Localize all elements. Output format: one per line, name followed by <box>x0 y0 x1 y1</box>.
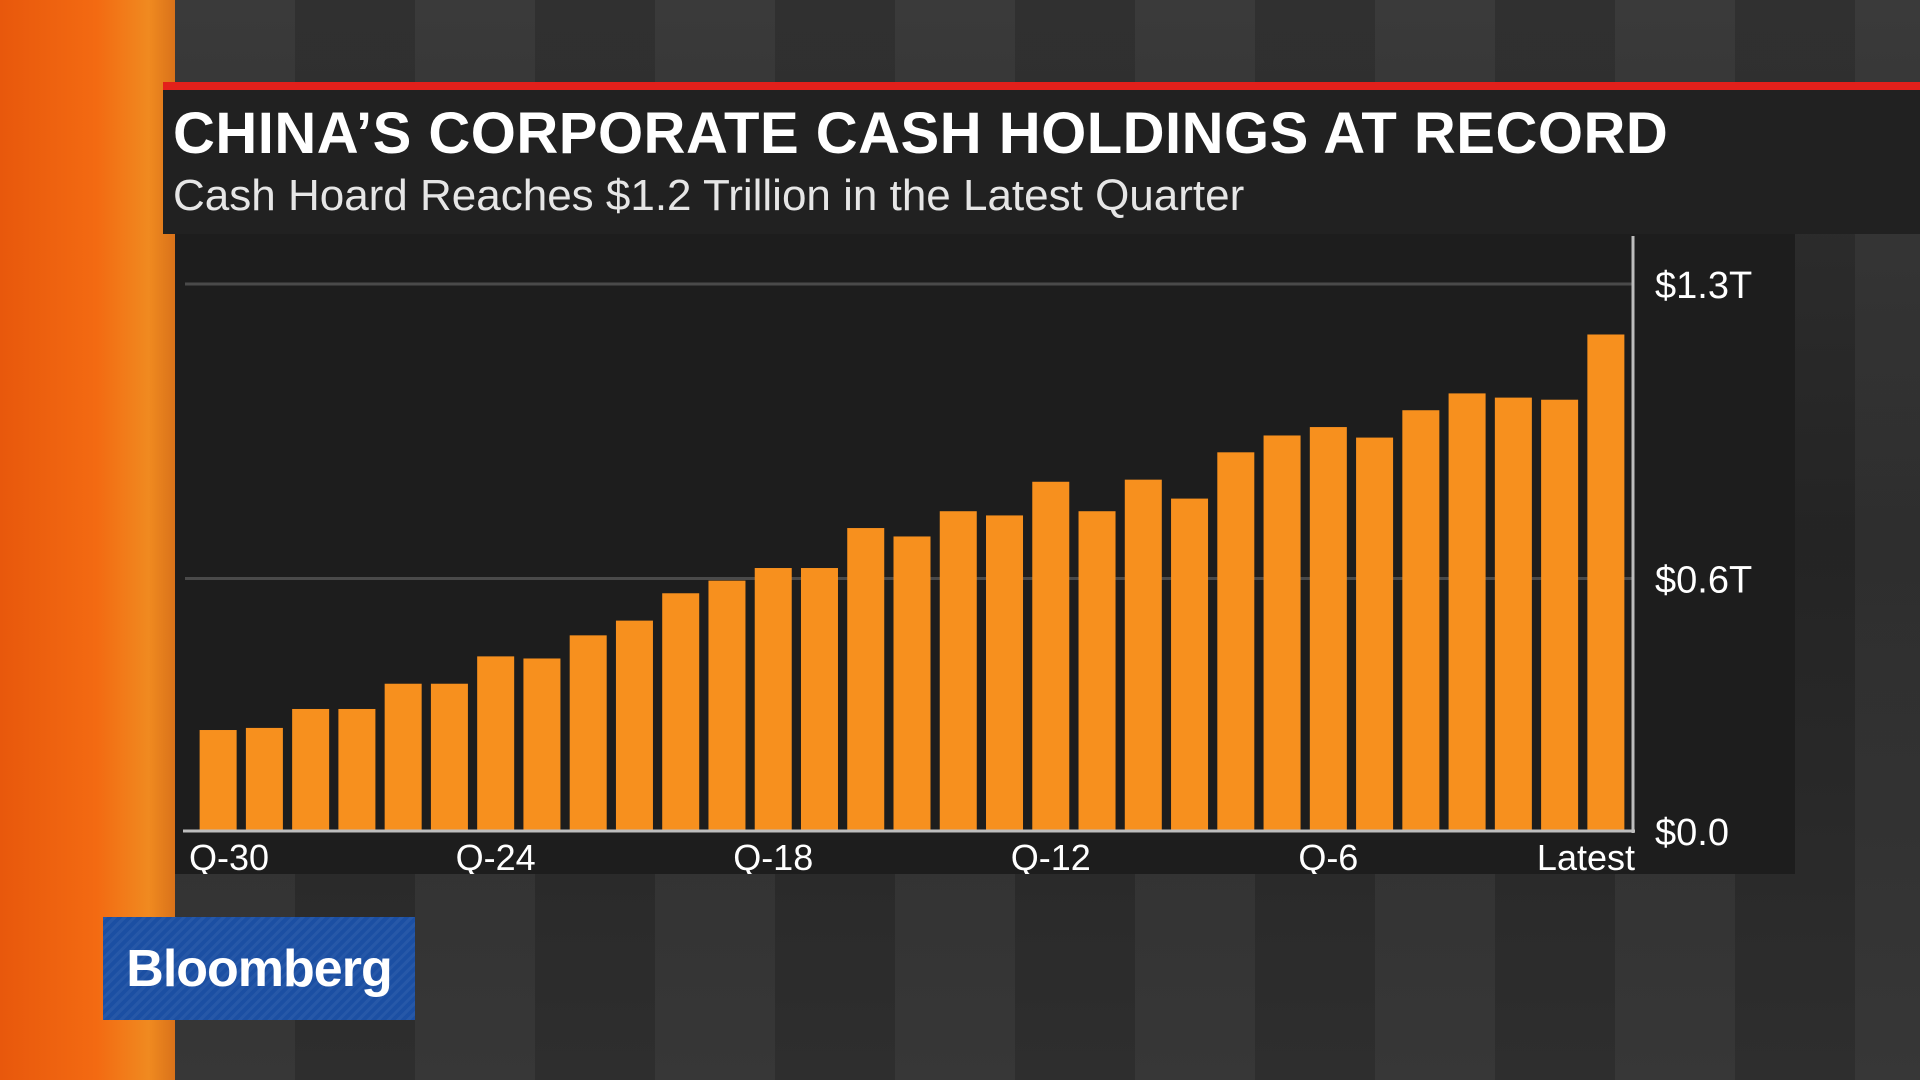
chart-subtitle: Cash Hoard Reaches $1.2 Trillion in the … <box>173 171 1245 220</box>
bar <box>1402 410 1440 831</box>
bar <box>384 683 422 831</box>
logo-text: Bloomberg <box>126 939 392 998</box>
x-tick-label: Q-6 <box>1298 837 1358 874</box>
bar <box>199 730 237 831</box>
bar <box>615 620 653 831</box>
x-tick-label: Q-18 <box>733 837 813 874</box>
bar <box>292 708 330 831</box>
bar <box>754 568 792 831</box>
bar <box>569 635 607 831</box>
bar <box>430 683 468 831</box>
bar <box>245 727 283 831</box>
bar <box>1171 498 1209 831</box>
bar <box>939 511 977 831</box>
x-tick-label: Q-12 <box>1011 837 1091 874</box>
bar <box>1541 399 1579 831</box>
y-tick-label: $0.6T <box>1655 560 1752 602</box>
x-tick-label: Latest <box>1537 837 1635 874</box>
x-tick-label: Q-24 <box>456 837 536 874</box>
bar-chart: $0.0 $0.6T $1.3T Q-30 Q-24 Q-18 Q-12 Q-6 Latest <box>183 236 1752 874</box>
y-tick-label: $1.3T <box>1655 265 1752 307</box>
chart-title: CHINA’S CORPORATE CASH HOLDINGS AT RECOR… <box>173 101 1669 166</box>
bar <box>477 656 515 831</box>
bar <box>1032 481 1070 831</box>
bar <box>1448 393 1486 831</box>
bar <box>708 580 746 831</box>
x-tick-label: Q-30 <box>189 837 269 874</box>
bar <box>893 536 931 831</box>
bar <box>1124 479 1162 831</box>
bar <box>523 658 561 831</box>
bar <box>338 708 376 831</box>
bar <box>1587 334 1625 831</box>
chart-header: CHINA’S CORPORATE CASH HOLDINGS AT RECOR… <box>163 82 1920 234</box>
bar <box>1494 397 1532 831</box>
bar <box>1217 452 1255 831</box>
bar <box>986 515 1024 831</box>
header-accent-bar <box>163 82 1920 90</box>
bar <box>847 528 885 831</box>
bar <box>1309 427 1347 831</box>
bar <box>1263 435 1301 831</box>
bar <box>1356 437 1394 831</box>
bar <box>800 568 838 831</box>
orange-side-stripe <box>0 0 175 1080</box>
y-tick-label: $0.0 <box>1655 812 1729 854</box>
bar <box>662 593 700 831</box>
bar <box>1078 511 1116 831</box>
bloomberg-logo: Bloomberg <box>103 917 415 1020</box>
